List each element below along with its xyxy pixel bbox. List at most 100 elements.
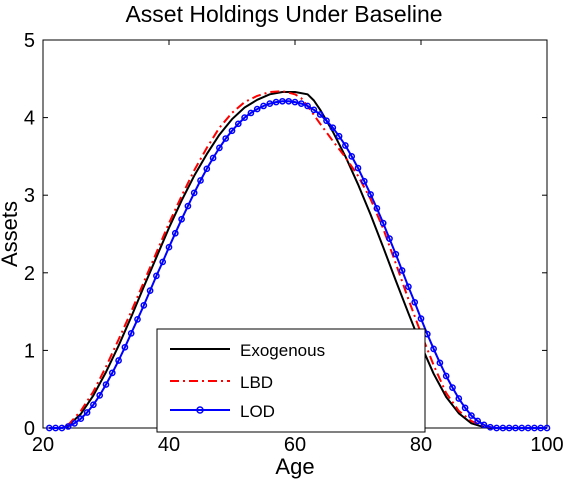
point-lod-64 — [316, 111, 324, 118]
point-lod-41 — [171, 229, 179, 237]
point-lod-54 — [253, 105, 261, 113]
point-lod-95 — [512, 424, 519, 432]
point-lod-57 — [272, 98, 280, 106]
point-lod-82 — [430, 345, 437, 353]
point-lod-37 — [146, 287, 154, 294]
point-lod-73 — [373, 205, 381, 212]
x-tick-label-40: 40 — [158, 434, 180, 456]
point-lod-29 — [96, 392, 104, 399]
point-lod-44 — [190, 189, 198, 197]
point-lod-83 — [436, 359, 444, 367]
point-lod-85 — [449, 384, 456, 391]
x-tick-label-20: 20 — [32, 434, 54, 456]
point-lod-31 — [108, 369, 116, 377]
point-lod-91 — [486, 423, 494, 431]
point-lod-62 — [304, 102, 311, 110]
point-lod-36 — [140, 302, 148, 309]
point-lod-86 — [455, 395, 463, 402]
point-lod-79 — [411, 298, 419, 306]
legend-box — [156, 328, 426, 433]
point-lod-52 — [241, 114, 248, 121]
series-line-exogenous — [49, 91, 547, 429]
point-lod-49 — [222, 135, 230, 142]
legend: Exogenous LBD LOD — [156, 328, 426, 433]
point-lod-47 — [209, 154, 217, 162]
legend-label-lbd: LBD — [240, 373, 273, 392]
point-lod-90 — [480, 421, 488, 429]
point-lod-35 — [134, 316, 141, 323]
point-lod-32 — [115, 357, 122, 364]
point-lod-40 — [165, 243, 173, 251]
point-lod-72 — [367, 191, 374, 198]
point-lod-66 — [329, 124, 337, 132]
point-lod-78 — [405, 283, 412, 291]
y-axis-label: Assets — [0, 201, 22, 267]
y-tick-label-2: 2 — [24, 263, 35, 285]
point-lod-97 — [524, 424, 532, 432]
y-tick-label-4: 4 — [24, 108, 35, 130]
point-lod-67 — [335, 132, 343, 140]
point-lod-42 — [178, 215, 185, 223]
point-lod-27 — [83, 409, 91, 416]
point-lod-80 — [417, 315, 425, 322]
point-lod-50 — [228, 127, 236, 135]
chart-title: Asset Holdings Under Baseline — [125, 1, 442, 27]
point-lod-38 — [153, 272, 160, 280]
point-lod-24 — [64, 423, 72, 430]
point-lod-70 — [354, 164, 362, 172]
point-lod-21 — [45, 424, 53, 432]
plot-lines — [45, 90, 551, 432]
point-lod-46 — [203, 165, 211, 173]
point-lod-39 — [159, 258, 167, 266]
x-tick-label-60: 60 — [284, 434, 306, 456]
point-lod-68 — [342, 142, 349, 149]
point-lod-33 — [121, 343, 129, 351]
point-lod-94 — [505, 424, 513, 432]
axis-ticks: 20 40 60 80 100 0 1 2 3 4 5 — [24, 30, 564, 456]
point-lod-99 — [537, 424, 545, 432]
x-axis-label: Age — [275, 454, 314, 479]
y-tick-label-5: 5 — [24, 30, 35, 52]
y-tick-label-0: 0 — [24, 418, 35, 440]
point-lod-75 — [386, 235, 393, 243]
point-lod-51 — [234, 120, 242, 128]
legend-label-exogenous: Exogenous — [240, 341, 325, 360]
point-lod-43 — [184, 202, 192, 210]
point-lod-55 — [260, 102, 267, 110]
point-lod-88 — [468, 412, 475, 419]
point-lod-30 — [102, 381, 110, 388]
point-lod-53 — [247, 109, 255, 117]
point-lod-89 — [474, 417, 482, 425]
point-lod-76 — [392, 250, 400, 258]
x-tick-label-100: 100 — [530, 434, 563, 456]
point-lod-92 — [493, 424, 500, 432]
point-lod-25 — [71, 419, 78, 427]
point-lod-60 — [291, 98, 299, 106]
point-lod-63 — [310, 106, 318, 114]
point-lod-98 — [531, 424, 538, 432]
point-lod-22 — [52, 424, 59, 432]
x-tick-label-80: 80 — [410, 434, 432, 456]
point-lod-59 — [285, 97, 293, 105]
legend-label-lod: LOD — [240, 402, 275, 421]
point-lod-23 — [58, 424, 66, 432]
point-lod-84 — [442, 372, 450, 380]
point-lod-96 — [518, 424, 526, 432]
y-tick-label-1: 1 — [24, 340, 35, 362]
point-lod-28 — [90, 401, 97, 409]
point-lod-56 — [266, 100, 274, 107]
point-lod-100 — [543, 424, 551, 432]
point-lod-65 — [323, 117, 330, 125]
y-tick-label-3: 3 — [24, 185, 35, 207]
point-lod-45 — [197, 177, 204, 184]
point-lod-77 — [398, 267, 406, 274]
point-lod-48 — [216, 144, 223, 152]
legend-samples — [170, 348, 230, 414]
point-lod-87 — [461, 404, 469, 412]
point-lod-69 — [348, 153, 356, 160]
point-lod-26 — [77, 415, 85, 423]
point-lod-34 — [127, 329, 135, 337]
point-lod-58 — [279, 97, 286, 105]
point-lod-74 — [379, 219, 387, 227]
